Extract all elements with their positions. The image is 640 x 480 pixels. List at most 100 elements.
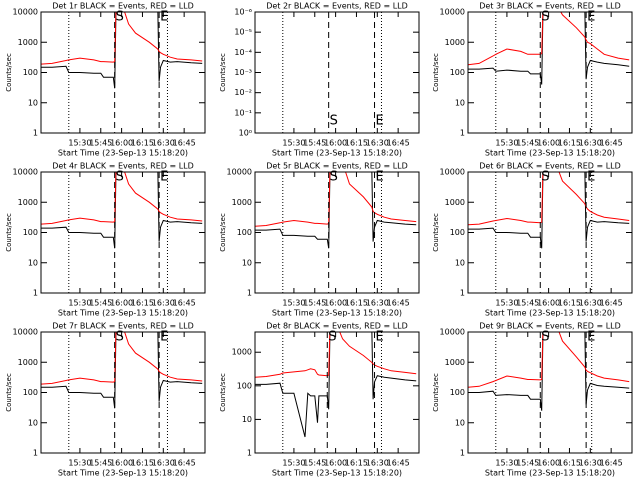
plot-frame xyxy=(467,331,633,454)
y-tick-label: 1000 xyxy=(18,38,38,47)
x-tick-label: 16:00 xyxy=(110,299,133,308)
x-tick-label: 16:45 xyxy=(173,139,196,148)
x-tick-label: 15:45 xyxy=(89,459,112,468)
x-axis-label: Start Time (23-Sep-13 15:18:20) xyxy=(58,469,188,478)
panel: Det 3r BLACK = Events, RED = LLD Start Ti… xyxy=(432,2,633,158)
series-line xyxy=(468,332,630,388)
x-tick-label: 15:45 xyxy=(89,299,112,308)
y-tick-label: 1 xyxy=(460,129,465,138)
marker-label: E xyxy=(160,170,168,185)
panel: Det 4r BLACK = Events, RED = LLD Start Ti… xyxy=(5,162,206,318)
x-tick-label: 15:30 xyxy=(68,139,91,148)
marker-label: S xyxy=(116,170,124,185)
x-tick-label: 16:30 xyxy=(579,299,602,308)
panel-title: Det 5r BLACK = Events, RED = LLD xyxy=(266,162,408,171)
x-tick-label: 16:15 xyxy=(345,459,368,468)
series-line xyxy=(41,172,203,249)
panel-title: Det 6r BLACK = Events, RED = LLD xyxy=(479,162,621,171)
y-axis-label: Counts/sec xyxy=(219,213,227,252)
x-tick-label: 16:45 xyxy=(387,299,410,308)
x-tick-label: 15:30 xyxy=(495,459,518,468)
x-tick-label: 16:00 xyxy=(537,299,560,308)
panel-title: Det 3r BLACK = Events, RED = LLD xyxy=(479,2,621,11)
series-line xyxy=(41,172,203,225)
marker-label: E xyxy=(587,170,595,185)
x-tick-label: 15:45 xyxy=(303,299,326,308)
plot-frame xyxy=(254,331,420,454)
x-tick-label: 16:30 xyxy=(366,139,389,148)
y-tick-label: 10⁻⁶ xyxy=(234,8,252,17)
plot-frame xyxy=(40,331,206,454)
x-axis-label: Start Time (23-Sep-13 15:18:20) xyxy=(485,309,615,318)
panel: Det 8r BLACK = Events, RED = LLD Start Ti… xyxy=(219,322,420,478)
marker-label: E xyxy=(587,330,595,345)
y-tick-label: 10 xyxy=(242,415,252,424)
y-tick-label: 10⁰ xyxy=(239,129,252,138)
x-tick-label: 16:45 xyxy=(600,139,623,148)
series-line xyxy=(255,332,417,378)
y-tick-label: 1000 xyxy=(232,198,252,207)
panel: Det 9r BLACK = Events, RED = LLD Start Ti… xyxy=(432,322,633,478)
x-tick-label: 16:15 xyxy=(558,139,581,148)
x-tick-label: 16:15 xyxy=(131,299,154,308)
x-axis-label: Start Time (23-Sep-13 15:18:20) xyxy=(272,309,402,318)
x-tick-label: 16:30 xyxy=(366,299,389,308)
panel: Det 7r BLACK = Events, RED = LLD Start Ti… xyxy=(5,322,206,478)
plot-frame xyxy=(467,11,633,134)
x-axis-label: Start Time (23-Sep-13 15:18:20) xyxy=(272,149,402,158)
x-axis-label: Start Time (23-Sep-13 15:18:20) xyxy=(485,469,615,478)
y-tick-label: 1 xyxy=(247,449,252,458)
y-tick-label: 10000 xyxy=(440,168,465,177)
y-tick-label: 1000 xyxy=(445,358,465,367)
y-tick-label: 1 xyxy=(460,289,465,298)
series-line xyxy=(41,12,203,89)
panel-title: Det 8r BLACK = Events, RED = LLD xyxy=(266,322,408,331)
series-line xyxy=(41,332,203,409)
x-tick-label: 16:45 xyxy=(600,299,623,308)
x-tick-label: 15:45 xyxy=(89,139,112,148)
x-tick-label: 15:30 xyxy=(495,139,518,148)
marker-label: S xyxy=(330,170,338,185)
x-tick-label: 15:45 xyxy=(303,139,326,148)
marker-label: E xyxy=(376,330,384,345)
y-axis-label: Counts/sec xyxy=(432,53,440,92)
plot-frame xyxy=(40,171,206,294)
panel: Det 5r BLACK = Events, RED = LLD Start Ti… xyxy=(219,162,420,318)
x-tick-label: 15:45 xyxy=(303,459,326,468)
x-tick-label: 16:45 xyxy=(173,459,196,468)
panel-title: Det 1r BLACK = Events, RED = LLD xyxy=(52,2,194,11)
y-axis-label: Counts/sec xyxy=(219,373,227,412)
y-tick-label: 10000 xyxy=(13,168,38,177)
x-tick-label: 16:30 xyxy=(152,299,175,308)
plot-frame xyxy=(467,171,633,294)
x-tick-label: 16:15 xyxy=(131,139,154,148)
y-tick-label: 10000 xyxy=(13,8,38,17)
y-tick-label: 1000 xyxy=(18,198,38,207)
y-tick-label: 10000 xyxy=(227,168,252,177)
x-axis-label: Start Time (23-Sep-13 15:18:20) xyxy=(485,149,615,158)
y-tick-label: 1 xyxy=(33,449,38,458)
x-tick-label: 16:00 xyxy=(110,459,133,468)
panel: Det 2r BLACK = Events, RED = LLD Start Ti… xyxy=(219,2,420,158)
x-tick-label: 16:15 xyxy=(558,299,581,308)
marker-label: E xyxy=(376,114,384,129)
x-tick-label: 15:30 xyxy=(495,299,518,308)
y-tick-label: 10 xyxy=(28,418,38,427)
marker-label: S xyxy=(328,330,336,345)
y-axis-label: Counts/sec xyxy=(432,373,440,412)
y-tick-label: 10 xyxy=(455,418,465,427)
y-axis-label: Counts/sec xyxy=(432,213,440,252)
panel-title: Det 9r BLACK = Events, RED = LLD xyxy=(479,322,621,331)
marker-label: S xyxy=(541,170,549,185)
x-axis-label: Start Time (23-Sep-13 15:18:20) xyxy=(58,309,188,318)
x-tick-label: 16:45 xyxy=(600,459,623,468)
x-axis-label: Start Time (23-Sep-13 15:18:20) xyxy=(272,469,402,478)
x-axis-label: Start Time (23-Sep-13 15:18:20) xyxy=(58,149,188,158)
marker-label: S xyxy=(116,10,124,25)
x-tick-label: 15:30 xyxy=(282,139,305,148)
x-tick-label: 16:30 xyxy=(152,459,175,468)
marker-label: E xyxy=(160,10,168,25)
series-line xyxy=(468,12,630,85)
x-tick-label: 16:45 xyxy=(173,299,196,308)
